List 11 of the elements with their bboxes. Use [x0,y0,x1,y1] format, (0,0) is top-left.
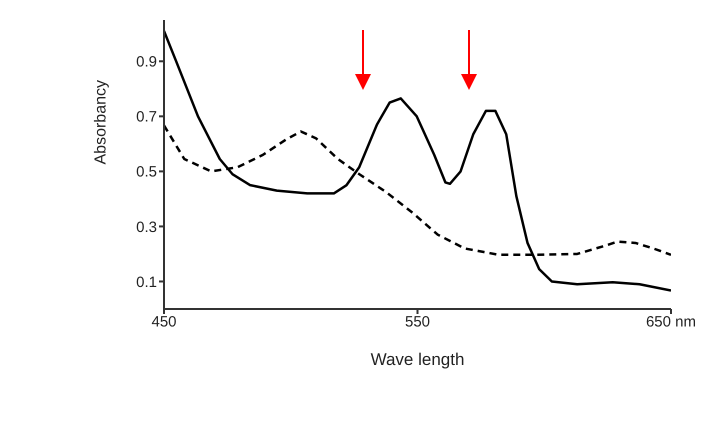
y-tick-label: 0.3 [136,218,157,236]
x-tick-label: 550 [404,314,430,331]
y-tick-label: 0.7 [136,108,157,126]
y-tick-label: 0.9 [136,54,157,71]
x-axis-title: Wave length [370,350,464,369]
x-tick-label: 650 nm [646,314,696,331]
x-tick-label: 450 [151,314,177,331]
y-tick-label: 0.1 [136,274,157,291]
y-axis-title: Absorbancy [92,80,110,164]
line-series [164,30,671,292]
y-tick-label: 0.5 [136,164,157,181]
